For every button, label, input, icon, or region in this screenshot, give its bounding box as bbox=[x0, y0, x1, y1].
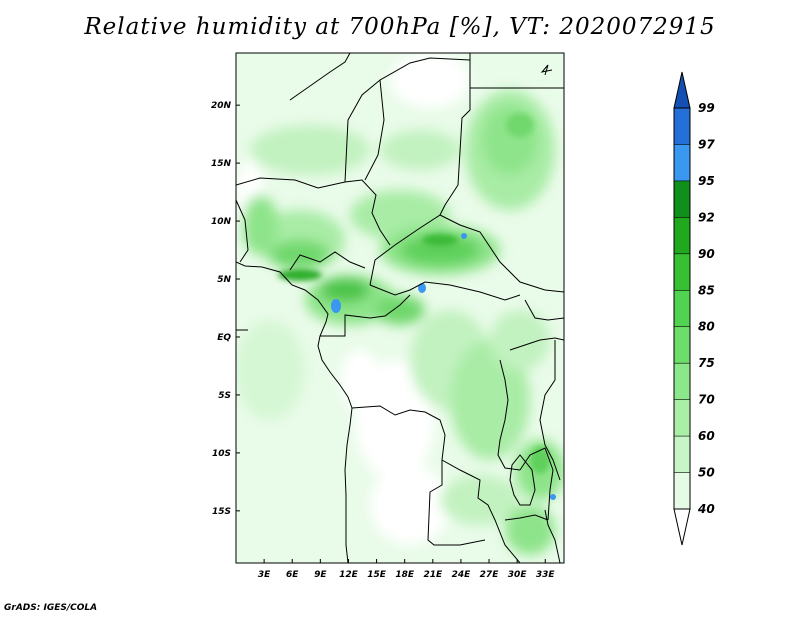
lon-tick-label: 12E bbox=[339, 570, 359, 580]
colorbar-label: 75 bbox=[698, 356, 715, 370]
colorbar-label: 70 bbox=[698, 393, 715, 407]
lat-tick-label: 10N bbox=[211, 217, 232, 227]
colorbar-segment bbox=[674, 217, 690, 254]
lon-tick-label: 3E bbox=[258, 570, 271, 580]
lon-tick-label: 6E bbox=[286, 570, 299, 580]
lon-tick-label: 15E bbox=[367, 570, 387, 580]
colorbar-segment bbox=[674, 436, 690, 473]
lat-tick-label: 15N bbox=[211, 159, 232, 169]
colorbar-segment bbox=[674, 399, 690, 437]
lon-tick-label: 33E bbox=[536, 570, 556, 580]
colorbar-label: 50 bbox=[698, 466, 715, 480]
colorbar-segment bbox=[674, 363, 690, 400]
colorbar-label: 97 bbox=[698, 137, 715, 151]
lon-tick-label: 21E bbox=[423, 570, 443, 580]
map-title: Relative humidity at 700hPa [%], VT: 202… bbox=[84, 14, 716, 40]
lon-tick-label: 9E bbox=[314, 570, 327, 580]
lat-tick-label: EQ bbox=[217, 333, 231, 343]
longitude-axis: 3E 6E 9E 12E 15E 18E 21E 24E 27E 30E 33E bbox=[258, 559, 556, 580]
colorbar-label: 60 bbox=[698, 429, 715, 443]
lat-tick-label: 5N bbox=[217, 275, 231, 285]
colorbar-label: 92 bbox=[698, 210, 715, 224]
colorbar-segment bbox=[674, 108, 690, 145]
map-frame bbox=[235, 52, 565, 564]
colorbar-segment bbox=[674, 180, 690, 218]
colorbar-label: 99 bbox=[698, 101, 715, 115]
humidity-field bbox=[236, 53, 564, 563]
colorbar-legend: 40 50 60 70 75 80 85 90 92 95 97 99 bbox=[673, 71, 715, 546]
lat-tick-label: 10S bbox=[212, 449, 231, 459]
lon-tick-label: 30E bbox=[508, 570, 528, 580]
lon-tick-label: 18E bbox=[395, 570, 415, 580]
colorbar-segment bbox=[674, 472, 690, 509]
lat-tick-label: 5S bbox=[218, 391, 231, 401]
colorbar-label: 40 bbox=[697, 502, 715, 516]
lon-tick-label: 27E bbox=[480, 570, 500, 580]
colorbar-segment bbox=[673, 508, 691, 546]
colorbar-label: 80 bbox=[698, 320, 715, 334]
lon-tick-label: 24E bbox=[452, 570, 472, 580]
latitude-axis: 20N 15N 10N 5N EQ 5S 10S 15S bbox=[211, 101, 240, 517]
colorbar-label: 95 bbox=[698, 174, 715, 188]
colorbar-segment bbox=[674, 290, 690, 327]
lat-tick-label: 15S bbox=[212, 507, 231, 517]
lat-tick-label: 20N bbox=[211, 101, 232, 111]
colorbar-segment bbox=[674, 253, 690, 291]
colorbar-segment bbox=[673, 71, 691, 109]
colorbar-label: 85 bbox=[698, 283, 715, 297]
country-borders bbox=[236, 53, 564, 563]
colorbar-segment bbox=[674, 144, 690, 181]
colorbar-segment bbox=[674, 326, 690, 364]
grads-credit: GrADS: IGES/COLA bbox=[4, 603, 98, 613]
colorbar-label: 90 bbox=[698, 247, 715, 261]
